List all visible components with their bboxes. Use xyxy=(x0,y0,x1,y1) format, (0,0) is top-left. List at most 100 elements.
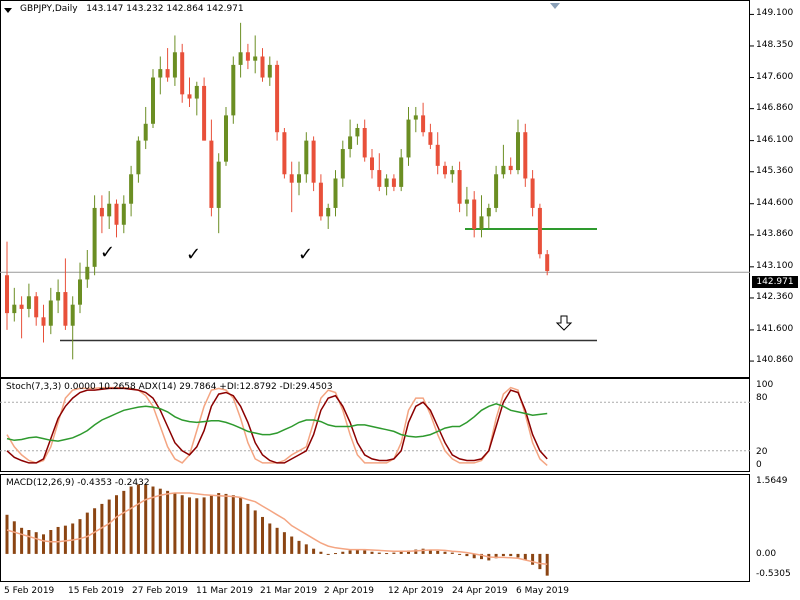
macd-bar xyxy=(494,553,498,559)
candle-body xyxy=(19,304,24,309)
macd-bar xyxy=(261,516,264,554)
macd-bar xyxy=(246,503,250,554)
macd-bar xyxy=(501,553,505,557)
macd-bar xyxy=(509,553,513,557)
macd-bar xyxy=(407,550,410,554)
macd-bar xyxy=(78,519,82,554)
candle-body xyxy=(180,52,185,95)
price-axis-label: 143.860 xyxy=(756,228,794,239)
candle-body xyxy=(457,170,462,204)
macd-bar xyxy=(144,484,148,554)
menu-triangle-icon xyxy=(4,8,12,13)
candle-body xyxy=(370,157,374,171)
candle-body xyxy=(245,52,250,61)
candle-body xyxy=(209,140,214,208)
macd-bar xyxy=(209,495,213,554)
candle-body xyxy=(443,165,447,175)
macd-bar xyxy=(538,553,542,570)
candle-body xyxy=(224,115,228,162)
macd-bar xyxy=(173,493,177,554)
candle-body xyxy=(202,85,207,141)
candle-body xyxy=(41,317,46,326)
stoch-pane xyxy=(0,378,750,472)
price-axis-label: 142.360 xyxy=(756,291,794,302)
current-price-badge: 142.971 xyxy=(752,276,798,288)
stoch-axis-100: 100 xyxy=(756,380,774,390)
macd-bar xyxy=(202,497,206,554)
macd-bar xyxy=(166,490,170,554)
macd-pane xyxy=(0,474,750,582)
macd-bar xyxy=(516,553,520,558)
macd-bar xyxy=(129,486,133,554)
candle-body xyxy=(413,115,418,120)
candle-body xyxy=(362,128,367,158)
macd-bar xyxy=(100,503,104,554)
stoch-main-line xyxy=(6,387,548,464)
candle-body xyxy=(479,216,484,229)
macd-bar xyxy=(414,549,418,554)
date-label-1: 15 Feb 2019 xyxy=(68,586,125,596)
candle-body xyxy=(5,275,9,314)
candle-body xyxy=(464,199,469,204)
candle-body xyxy=(340,149,345,179)
macd-bar xyxy=(334,553,337,555)
macd-bar xyxy=(341,551,345,554)
date-label-6: 12 Apr 2019 xyxy=(388,586,444,596)
macd-bar xyxy=(370,551,374,554)
macd-bar xyxy=(363,550,367,554)
adx-text: ADX(14) 29.7864 +DI:12.8792 -DI:29.4503 xyxy=(138,382,333,392)
macd-bar xyxy=(71,523,75,554)
macd-axis-max: 1.5649 xyxy=(756,476,788,486)
macd-bar xyxy=(282,532,286,554)
candle-body xyxy=(501,165,506,175)
macd-bar xyxy=(42,534,45,554)
candle-body xyxy=(56,292,61,301)
candle-body xyxy=(26,296,31,309)
candle-body xyxy=(326,207,331,217)
candle-body xyxy=(12,304,17,314)
macd-bar xyxy=(158,488,162,554)
candle-body xyxy=(311,140,316,183)
candle-body xyxy=(99,207,104,217)
macd-bar xyxy=(20,527,24,554)
candle-body xyxy=(318,182,323,217)
macd-bar xyxy=(399,551,403,554)
candle-body xyxy=(333,178,338,208)
stoch-axis-80: 80 xyxy=(756,393,768,403)
macd-bar xyxy=(5,514,9,554)
macd-bar xyxy=(523,553,527,561)
adx-line xyxy=(6,403,548,442)
macd-bar xyxy=(428,549,432,554)
macd-bar xyxy=(545,553,549,576)
candle-body xyxy=(391,178,396,187)
candle-body xyxy=(63,292,68,326)
macd-axis-zero: 0.00 xyxy=(756,549,777,559)
macd-axis-min: -0.5305 xyxy=(756,569,791,579)
stoch-axis-0: 0 xyxy=(756,460,762,470)
macd-bar xyxy=(180,495,184,554)
macd-bar xyxy=(443,551,447,554)
candle-body xyxy=(114,203,119,225)
macd-bar xyxy=(392,552,396,554)
candle-body xyxy=(253,56,258,61)
candle-body xyxy=(107,203,112,217)
macd-bar xyxy=(224,493,228,554)
candle-body xyxy=(516,132,520,171)
macd-bar xyxy=(480,553,483,560)
candle-body xyxy=(406,119,411,158)
main-pane xyxy=(0,0,750,378)
candle-body xyxy=(34,296,39,318)
macd-bar xyxy=(326,553,330,555)
candle-body xyxy=(85,266,90,280)
candle-body xyxy=(260,56,265,78)
macd-bar xyxy=(458,553,462,555)
candle-body xyxy=(231,64,236,116)
date-label-7: 24 Apr 2019 xyxy=(452,586,508,596)
date-label-3: 11 Mar 2019 xyxy=(196,586,254,596)
candle-body xyxy=(421,115,426,133)
candle-body xyxy=(172,52,177,78)
macd-bar xyxy=(268,523,272,554)
price-axis-label: 148.350 xyxy=(756,39,794,50)
price-axis-label: 146.100 xyxy=(756,134,794,145)
symbol-text: GBPJPY,Daily xyxy=(20,4,78,14)
